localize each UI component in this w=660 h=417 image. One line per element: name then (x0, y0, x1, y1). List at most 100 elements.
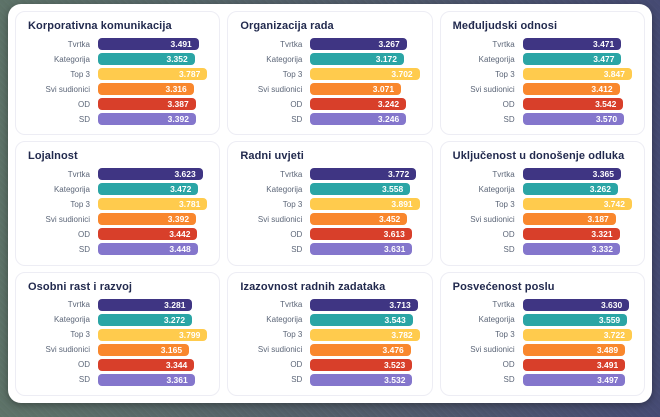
charts-grid: Korporativna komunikacija Tvrtka 3.491 Kate… (15, 11, 645, 396)
bar: 3.722 (522, 328, 632, 341)
bar-track: 3.713 (310, 298, 419, 311)
row-label: Kategorija (266, 184, 303, 194)
bar: 3.448 (98, 243, 198, 256)
bar-value-label: 3.187 (587, 214, 609, 225)
bar-row: Tvrtka 3.281 (26, 298, 207, 311)
bar-track: 3.392 (98, 213, 207, 226)
bar-row: Tvrtka 3.267 (238, 38, 419, 50)
row-label: Top 3 (70, 330, 90, 340)
bar-track: 3.448 (98, 243, 207, 256)
bar-value-label: 3.713 (389, 299, 411, 310)
bar-track: 3.387 (98, 98, 207, 110)
row-label: Svi sudionici (45, 345, 90, 355)
row-label: Kategorija (478, 54, 515, 64)
bar-row: Top 3 3.799 (26, 328, 208, 341)
bar-row: Kategorija 3.472 (26, 183, 207, 196)
bar-value-label: 3.847 (603, 69, 625, 79)
bar-row: Top 3 3.722 (451, 328, 632, 341)
bar-row: SD 3.361 (26, 373, 207, 386)
row-label: Tvrtka (280, 39, 303, 49)
bar-row: SD 3.532 (238, 373, 419, 386)
bar: 3.570 (522, 113, 625, 125)
chart-panel: Međuljudski odnosi Tvrtka 3.471 Kategorija 3… (439, 11, 645, 136)
bar-row: Kategorija 3.477 (451, 53, 632, 65)
bar: 3.172 (310, 53, 405, 65)
bar-value-label: 3.365 (592, 169, 614, 180)
row-label: Svi sudionici (257, 84, 303, 94)
bar-row: OD 3.442 (26, 228, 207, 241)
bar-row: Top 3 3.782 (238, 328, 420, 341)
bar-value-label: 3.477 (593, 54, 615, 64)
bar: 3.392 (98, 113, 196, 125)
dashboard-card: Korporativna komunikacija Tvrtka 3.491 Kate… (8, 4, 652, 403)
bar-value-label: 3.246 (377, 114, 400, 124)
bar-row: OD 3.242 (238, 98, 419, 110)
row-label: SD (78, 244, 90, 254)
bar-value-label: 3.782 (391, 329, 413, 340)
bar: 3.412 (522, 83, 620, 95)
chart-title: Organizacija rada (240, 20, 334, 32)
bar: 3.471 (522, 38, 622, 50)
bar: 3.281 (98, 298, 193, 311)
chart-panel: Uključenost u donošenje odluka Tvrtka 3.36… (439, 141, 645, 266)
bar-track: 3.787 (98, 68, 208, 80)
chart-title: Radni uvjeti (240, 150, 304, 163)
chart-title: Lojalnost (28, 150, 78, 163)
bar: 3.558 (310, 183, 411, 196)
chart-panel: Organizacija rada Tvrtka 3.267 Kategorija 3.… (227, 11, 433, 136)
bar-value-label: 3.361 (166, 374, 188, 385)
bar-track: 3.558 (310, 183, 419, 196)
bar-row: Top 3 3.847 (451, 68, 632, 80)
bar-track: 3.542 (522, 98, 632, 110)
bar-value-label: 3.491 (170, 39, 192, 49)
bar-value-label: 3.523 (383, 359, 406, 370)
bar: 3.442 (98, 228, 198, 241)
row-label: Kategorija (478, 315, 515, 325)
bar-track: 3.316 (98, 83, 207, 95)
row-label: Svi sudionici (470, 214, 515, 224)
bar-value-label: 3.242 (377, 99, 400, 109)
row-label: Top 3 (495, 199, 515, 209)
bar-track: 3.392 (98, 113, 207, 125)
bar-track: 3.071 (310, 83, 419, 95)
bar-row: Tvrtka 3.623 (26, 168, 207, 181)
bar-value-label: 3.799 (179, 329, 201, 340)
bar-value-label: 3.476 (382, 344, 404, 355)
row-label: OD (290, 229, 303, 239)
bar: 3.702 (310, 68, 420, 80)
bar-track: 3.476 (310, 343, 419, 356)
bar-value-label: 3.442 (169, 229, 191, 240)
bar-row: Svi sudionici 3.392 (26, 213, 207, 226)
bar-row: OD 3.542 (451, 98, 632, 110)
bar-track: 3.262 (522, 183, 632, 196)
bar-row: Kategorija 3.559 (451, 313, 632, 326)
bar: 3.262 (522, 183, 618, 196)
bar-value-label: 3.623 (174, 169, 196, 180)
bar-track: 3.321 (522, 228, 632, 241)
row-label: Tvrtka (492, 169, 515, 179)
bar-value-label: 3.472 (170, 184, 192, 195)
bar: 3.361 (98, 373, 195, 386)
bar-value-label: 3.559 (598, 314, 621, 325)
row-label: Kategorija (266, 54, 303, 64)
row-label: Tvrtka (280, 300, 303, 310)
bar-track: 3.497 (522, 373, 632, 386)
bar-value-label: 3.344 (165, 359, 188, 370)
bar-value-label: 3.387 (167, 99, 189, 109)
bar-track: 3.543 (310, 313, 419, 326)
row-label: SD (291, 244, 303, 254)
bar-track: 3.332 (522, 243, 632, 256)
bar-value-label: 3.316 (165, 84, 187, 94)
row-label: SD (503, 375, 515, 385)
bar: 3.321 (522, 228, 620, 241)
bar: 3.772 (310, 168, 417, 181)
row-label: Svi sudionici (45, 84, 90, 94)
chart-title: Osobni rast i razvoj (28, 280, 133, 293)
bar: 3.242 (310, 98, 407, 110)
chart-panel: Osobni rast i razvoj Tvrtka 3.281 Kategorij… (15, 271, 221, 396)
row-label: Top 3 (495, 330, 515, 340)
row-label: SD (78, 375, 90, 385)
bar: 3.742 (522, 198, 632, 211)
row-label: SD (503, 244, 515, 254)
row-label: Svi sudionici (470, 345, 515, 355)
